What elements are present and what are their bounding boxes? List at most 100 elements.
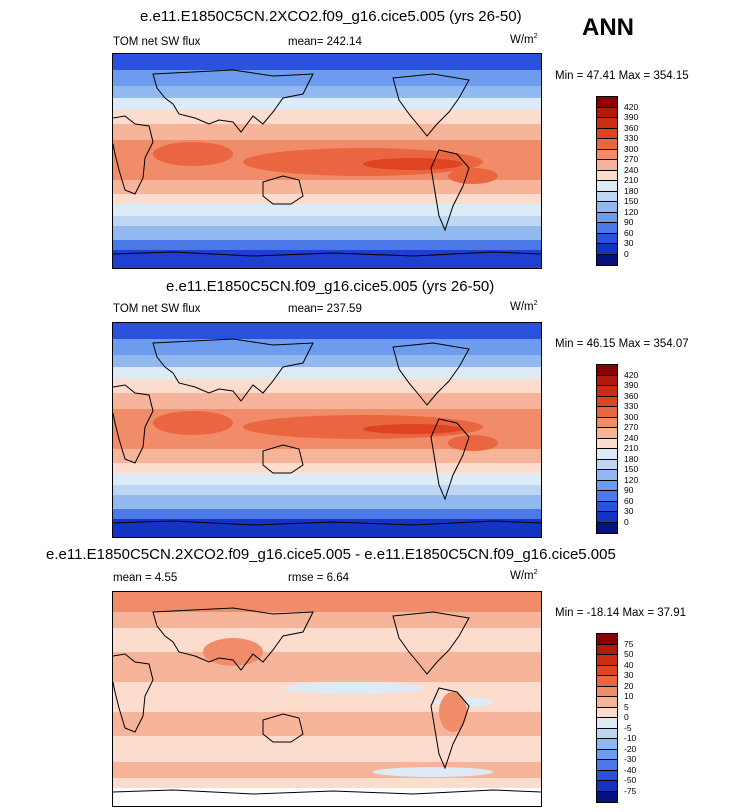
colorbar-swatch (597, 655, 617, 666)
panel-3-units: W/m2 (510, 569, 538, 582)
colorbar-swatch (597, 202, 617, 213)
colorbar-swatch (597, 254, 617, 265)
colorbar-swatch (597, 470, 617, 481)
colorbar-tick-label: 420 (624, 369, 639, 380)
colorbar-tick-label: 330 (624, 401, 639, 411)
panel-2-mean: mean= 237.59 (288, 303, 362, 315)
panel-3-rmse: rmse = 6.64 (288, 572, 350, 584)
panel-1-colorbar (596, 96, 618, 266)
colorbar-tick-label: 270 (624, 422, 639, 432)
colorbar-swatch (597, 417, 617, 428)
colorbar-tick-label: 30 (624, 238, 634, 248)
panel-3-title: e.e11.E1850C5CN.2XCO2.f09_g16.cice5.005 … (46, 546, 616, 563)
colorbar-swatch (597, 407, 617, 418)
colorbar-swatch (597, 459, 617, 470)
colorbar-tick-label: 120 (624, 206, 639, 217)
colorbar-tick-label: 20 (624, 680, 634, 691)
colorbar-swatch (597, 365, 617, 376)
colorbar-tick-label: 150 (624, 196, 639, 206)
colorbar-tick-label: -20 (624, 743, 637, 754)
panel-2-minmax: Min = 46.15 Max = 354.07 (555, 338, 689, 350)
panel-1-mean: mean= 242.14 (288, 36, 362, 48)
colorbar-swatch (597, 718, 617, 729)
colorbar-tick-label: 360 (624, 122, 639, 133)
colorbar-swatch (597, 438, 617, 449)
panel-1-variable: TOM net SW flux (113, 36, 201, 48)
colorbar-tick-label: 390 (624, 112, 639, 122)
panel-2-map (112, 322, 542, 538)
colorbar-swatch (597, 707, 617, 718)
colorbar-tick-label: 180 (624, 185, 639, 196)
colorbar-swatch (597, 181, 617, 192)
colorbar-tick-label: 0 (624, 712, 629, 722)
colorbar-swatch (597, 118, 617, 129)
colorbar-tick-label: 420 (624, 101, 639, 112)
panel-3-mean: mean = 4.55 (113, 572, 178, 584)
colorbar-swatch (597, 170, 617, 181)
colorbar-swatch (597, 781, 617, 792)
colorbar-swatch (597, 644, 617, 655)
colorbar-tick-label: 60 (624, 495, 634, 506)
colorbar-swatch (597, 223, 617, 234)
colorbar-tick-label: 210 (624, 175, 639, 185)
colorbar-swatch (597, 149, 617, 160)
colorbar-tick-label: -10 (624, 733, 637, 743)
colorbar-swatch (597, 676, 617, 687)
colorbar-tick-label: 300 (624, 143, 639, 154)
colorbar-swatch (597, 139, 617, 150)
colorbar-tick-label: 90 (624, 217, 634, 227)
colorbar-tick-label: 210 (624, 443, 639, 453)
colorbar-swatch (597, 634, 617, 645)
colorbar-swatch (597, 491, 617, 502)
colorbar-tick-label: 50 (624, 649, 634, 659)
panel-3-colorbar (596, 633, 618, 803)
colorbar-tick-label: 330 (624, 133, 639, 143)
colorbar-tick-label: -40 (624, 764, 637, 775)
colorbar-tick-label: 240 (624, 164, 639, 175)
colorbar-tick-label: 90 (624, 485, 634, 495)
colorbar-swatch (597, 375, 617, 386)
colorbar-tick-label: -5 (624, 722, 632, 733)
colorbar-swatch (597, 770, 617, 781)
colorbar-swatch (597, 791, 617, 802)
colorbar-tick-label: 30 (624, 670, 634, 680)
colorbar-swatch (597, 233, 617, 244)
colorbar-tick-label: 240 (624, 432, 639, 443)
colorbar-swatch (597, 480, 617, 491)
colorbar-tick-label: 5 (624, 701, 629, 712)
panel-1-units: W/m2 (510, 33, 538, 46)
colorbar-tick-label: -75 (624, 785, 637, 796)
colorbar-swatch (597, 449, 617, 460)
panel-3-map (112, 591, 542, 807)
colorbar-swatch (597, 522, 617, 533)
season-label: ANN (582, 14, 634, 41)
colorbar-tick-label: 360 (624, 390, 639, 401)
colorbar-swatch (597, 160, 617, 171)
colorbar-tick-label: 30 (624, 506, 634, 516)
colorbar-swatch (597, 191, 617, 202)
panel-2-colorbar (596, 364, 618, 534)
colorbar-tick-label: 270 (624, 154, 639, 164)
colorbar-swatch (597, 760, 617, 771)
colorbar-swatch (597, 501, 617, 512)
colorbar-swatch (597, 428, 617, 439)
panel-1-minmax: Min = 47.41 Max = 354.15 (555, 70, 689, 82)
colorbar-swatch (597, 244, 617, 255)
panel-2-title: e.e11.E1850C5CN.f09_g16.cice5.005 (yrs 2… (166, 278, 495, 295)
colorbar-tick-label: 10 (624, 691, 634, 701)
colorbar-tick-label: 75 (624, 638, 634, 649)
colorbar-tick-label: 60 (624, 227, 634, 238)
colorbar-swatch (597, 97, 617, 108)
colorbar-swatch (597, 728, 617, 739)
colorbar-tick-label: 390 (624, 380, 639, 390)
colorbar-swatch (597, 107, 617, 118)
colorbar-swatch (597, 386, 617, 397)
colorbar-tick-label: -50 (624, 775, 637, 785)
colorbar-tick-label: 300 (624, 411, 639, 422)
colorbar-swatch (597, 665, 617, 676)
panel-1-title: e.e11.E1850C5CN.2XCO2.f09_g16.cice5.005 … (140, 8, 522, 25)
colorbar-swatch (597, 128, 617, 139)
colorbar-swatch (597, 739, 617, 750)
colorbar-swatch (597, 697, 617, 708)
colorbar-tick-label: 120 (624, 474, 639, 485)
